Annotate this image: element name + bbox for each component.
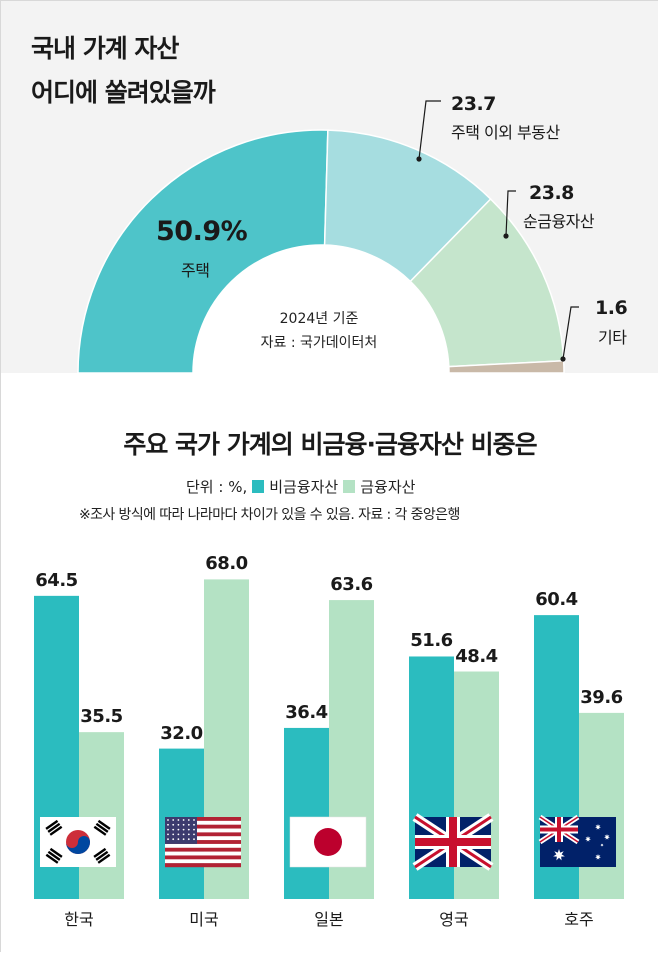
legend-label-nonfinancial: 비금융자산: [269, 478, 339, 496]
bar-value-nonfinancial-0: 64.5: [35, 569, 78, 591]
bar-value-financial-2: 63.6: [330, 574, 373, 596]
bar-value-financial-1: 68.0: [205, 553, 248, 575]
category-label-4: 호주: [564, 910, 594, 929]
slice-label-value-net-financial: 23.8: [529, 182, 574, 204]
japan-flag: [289, 816, 367, 868]
slice-label-value-other: 1.6: [595, 297, 628, 319]
bar-financial-0: [79, 732, 124, 899]
bar-value-nonfinancial-4: 60.4: [535, 589, 578, 611]
leader-dot-other-realestate: [416, 156, 422, 162]
donut-title-line2: 어디에 쏠려있을까: [31, 78, 216, 107]
bar-value-nonfinancial-2: 36.4: [285, 701, 328, 723]
leader-line-net-financial: [505, 190, 516, 237]
legend: 단위 : %, 비금융자산 금융자산: [186, 476, 415, 497]
bar-financial-4: [579, 712, 624, 899]
source-note: ※조사 방식에 따라 나라마다 차이가 있을 수 있음. 자료 : 각 중앙은행: [79, 507, 460, 523]
leader-line-other: [562, 306, 579, 360]
bar-nonfinancial-2: [284, 727, 329, 899]
legend-swatch-financial: [343, 480, 356, 493]
donut-chart: [77, 100, 579, 373]
bar-chart-title: 주요 국가 가계의 비금융·금융자산 비중은: [123, 430, 537, 459]
slice-label-name-housing: 주택: [181, 261, 210, 280]
category-label-2: 일본: [314, 910, 344, 929]
slice-label-name-net-financial: 순금융자산: [523, 212, 595, 231]
slice-label-value-housing: 50.9%: [156, 216, 248, 247]
donut-center-date: 2024년 기준: [279, 311, 359, 327]
bar-value-nonfinancial-3: 51.6: [410, 630, 453, 652]
donut-center-source: 자료 : 국가데이터처: [260, 335, 378, 351]
donut-title-line1: 국내 가계 자산: [31, 34, 179, 63]
bar-value-nonfinancial-1: 32.0: [160, 722, 203, 744]
category-label-1: 미국: [189, 910, 219, 929]
donut-center-note: 2024년 기준 자료 : 국가데이터처: [219, 308, 419, 352]
leader-dot-net-financial: [503, 233, 509, 239]
leader-dot-other: [560, 356, 566, 362]
legend-label-financial: 금융자산: [360, 478, 416, 496]
category-label-0: 한국: [64, 910, 94, 929]
uk-flag: [412, 813, 494, 871]
usa-flag: [165, 817, 241, 868]
legend-swatch-nonfinancial: [252, 480, 265, 493]
leader-line-other-realestate: [418, 100, 441, 160]
category-label-3: 영국: [439, 910, 469, 929]
donut-hole: [193, 245, 449, 373]
bar-value-financial-0: 35.5: [80, 706, 123, 728]
slice-label-name-other-realestate: 주택 이외 부동산: [451, 123, 560, 142]
slice-label-value-other-realestate: 23.7: [451, 93, 496, 115]
bar-value-financial-4: 39.6: [580, 686, 623, 708]
slice-label-name-other: 기타: [598, 328, 627, 347]
australia-flag: [538, 814, 616, 867]
korea-flag: [40, 817, 116, 867]
unit-label: 단위 : %,: [186, 478, 248, 496]
bar-value-financial-3: 48.4: [455, 645, 498, 667]
